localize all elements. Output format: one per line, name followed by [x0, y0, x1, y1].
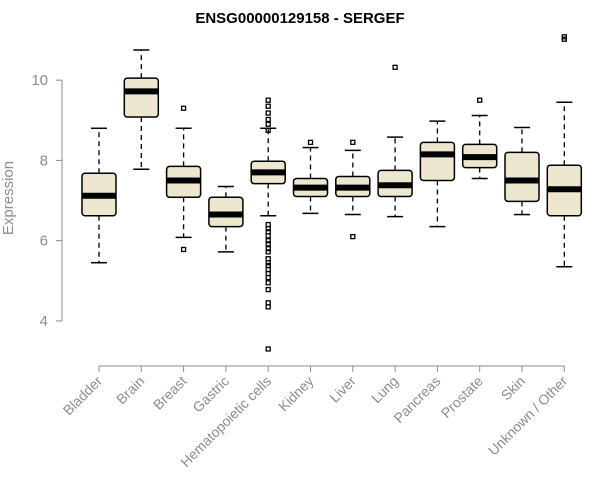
x-tick-label: Bladder — [60, 373, 106, 419]
outlier-point — [265, 346, 271, 352]
outlier-point — [265, 260, 271, 266]
outlier-point — [265, 274, 271, 281]
outlier-point — [350, 233, 356, 240]
box-unknown-other — [546, 34, 583, 268]
iqr-box — [419, 141, 456, 182]
outlier-point — [265, 116, 271, 123]
y-tick-label: 4 — [40, 313, 48, 330]
outlier-point — [180, 105, 187, 111]
box-skin — [504, 126, 540, 216]
y-tick-label: 6 — [40, 233, 48, 250]
outlier-point — [265, 237, 271, 244]
iqr-box — [504, 151, 540, 203]
outlier-point — [265, 110, 271, 116]
outlier-point — [265, 286, 271, 293]
outlier-point — [392, 64, 398, 70]
outlier-point — [265, 121, 271, 127]
iqr-box — [123, 77, 160, 118]
outlier-point — [561, 34, 567, 40]
x-tick-label: Prostate — [438, 373, 486, 421]
outlier-point — [307, 139, 314, 145]
x-tick-label: Brain — [113, 373, 147, 407]
outlier-point — [265, 280, 271, 286]
outlier-point — [265, 127, 271, 133]
x-tick-label: Kidney — [275, 373, 317, 415]
box-kidney — [292, 139, 329, 215]
box-brain — [123, 49, 160, 170]
outlier-point — [265, 233, 271, 239]
outlier-point — [265, 97, 271, 103]
outlier-point — [265, 304, 271, 310]
outlier-point — [477, 97, 483, 103]
chart-title: ENSG00000129158 - SERGEF — [195, 10, 404, 27]
outlier-point — [265, 246, 271, 252]
boxes-group — [81, 34, 583, 352]
x-tick-label: Lung — [368, 373, 401, 406]
outlier-point — [265, 241, 271, 247]
y-axis-label: Expression — [0, 161, 17, 235]
box-gastric — [208, 185, 244, 253]
y-tick-label: 10 — [31, 72, 48, 89]
box-pancreas — [419, 120, 456, 228]
box-lung — [377, 64, 413, 218]
outlier-point — [265, 249, 271, 255]
x-tick-label: Unknown / Other — [485, 373, 571, 459]
box-bladder — [81, 127, 117, 264]
y-tick-label: 8 — [40, 152, 48, 169]
box-breast — [165, 105, 202, 253]
box-hematopoietic-cells — [250, 97, 286, 352]
x-tick-label: Liver — [326, 373, 359, 406]
box-prostate — [461, 97, 498, 180]
x-tick-label: Skin — [498, 373, 529, 404]
outlier-point — [265, 103, 271, 109]
outlier-point — [180, 246, 187, 253]
box-liver — [335, 139, 371, 240]
outlier-point — [350, 139, 356, 145]
x-tick-label: Breast — [150, 373, 190, 413]
outlier-point — [265, 225, 271, 232]
x-tick-label: Pancreas — [390, 373, 443, 426]
